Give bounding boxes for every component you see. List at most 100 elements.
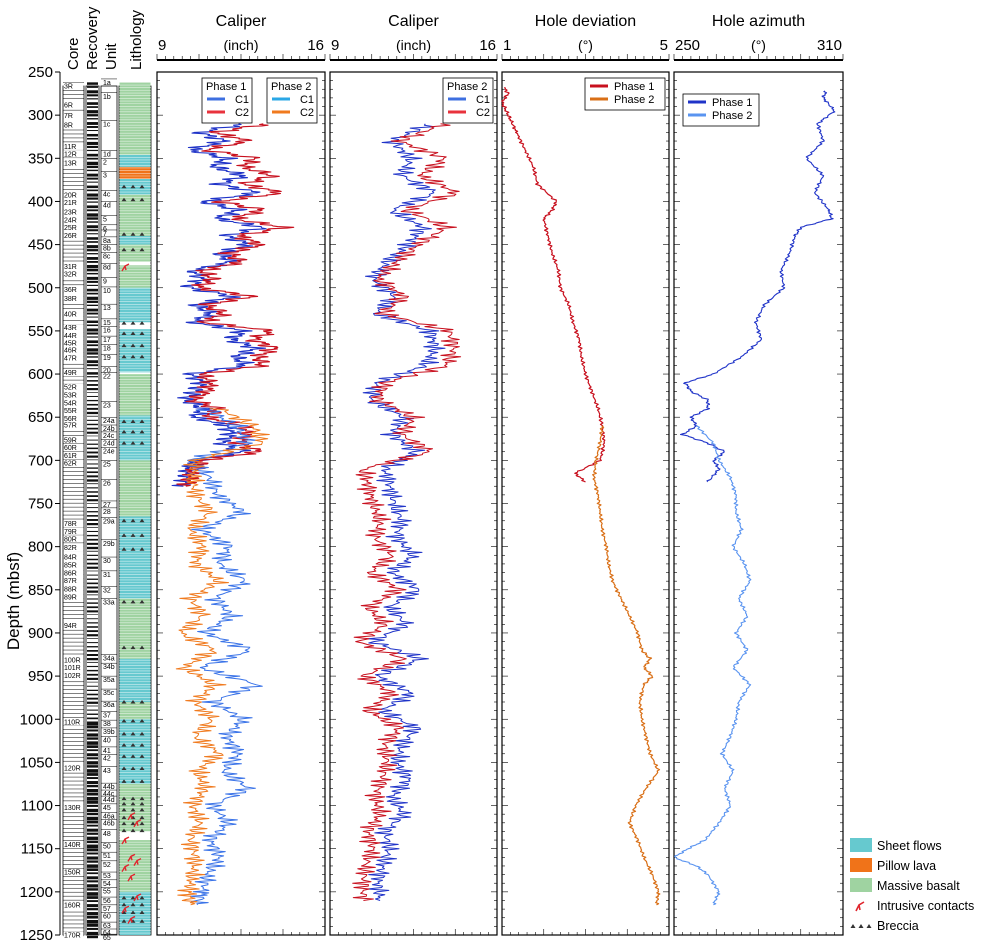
recovery-block: [87, 554, 98, 556]
recovery-block: [87, 661, 98, 663]
recovery-block: [87, 491, 98, 493]
breccia-mark: [139, 895, 145, 900]
unit-label: 44d: [103, 797, 115, 804]
recovery-block: [87, 721, 98, 726]
core-label: 46R: [64, 348, 77, 355]
recovery-block: [87, 368, 98, 370]
recovery-block: [87, 689, 98, 692]
intrusive-contact-mark: [127, 812, 136, 821]
recovery-block: [87, 590, 98, 593]
recovery-block: [87, 388, 98, 391]
legend-box: [584, 77, 666, 111]
core-label-bg: [63, 931, 84, 939]
unit-label: 16: [103, 328, 111, 335]
recovery-block: [87, 896, 98, 899]
core-label: 24R: [64, 217, 77, 224]
core-label-bg: [63, 593, 84, 601]
breccia-mark: [139, 821, 145, 826]
recovery-block: [87, 872, 98, 875]
core-label: 12R: [64, 152, 77, 159]
recovery-block: [87, 106, 98, 108]
panel-frame: [673, 71, 844, 936]
unit-column: [100, 85, 118, 936]
legend-label: C1: [300, 94, 314, 106]
core-label-bg: [63, 339, 84, 347]
recovery-block: [87, 197, 98, 200]
recovery-block: [87, 479, 98, 482]
recovery-block: [87, 630, 98, 633]
series-line: [171, 123, 267, 487]
recovery-block: [87, 737, 98, 740]
core-label-bg: [63, 459, 84, 467]
recovery-block: [87, 530, 98, 533]
recovery-block: [87, 562, 98, 565]
recovery-block: [87, 610, 98, 613]
breccia-mark: [139, 699, 145, 704]
breccia-mark: [139, 779, 145, 783]
core-label: 25R: [64, 225, 77, 232]
breccia-mark: [130, 902, 136, 907]
lithology-header: Lithology: [128, 9, 145, 70]
core-label-bg: [63, 383, 84, 391]
depth-tick-label: 300: [28, 107, 53, 124]
breccia-mark: [121, 796, 127, 801]
unit-label: 1a: [103, 80, 111, 87]
unit-label: 24a: [103, 418, 115, 425]
unit-label: 45: [103, 805, 111, 812]
recovery-block: [87, 471, 98, 474]
core-label: 88R: [64, 587, 77, 594]
recovery-block: [87, 876, 98, 880]
unit-label: 29a: [103, 518, 115, 525]
legend-swatch-breccia: [866, 924, 872, 928]
recovery-block: [87, 582, 98, 585]
lithology-interval-sheet: [119, 287, 151, 323]
breccia-mark: [121, 815, 127, 820]
legend-item-label: Breccia: [877, 919, 919, 933]
unit-label: 30: [103, 558, 111, 565]
breccia-mark: [121, 197, 127, 202]
breccia-mark: [130, 441, 136, 445]
breccia-mark: [139, 343, 145, 348]
recovery-block: [87, 507, 98, 509]
recovery-block: [87, 860, 98, 863]
depth-tick-label: 1050: [20, 754, 53, 771]
core-label-bg: [63, 671, 84, 679]
depth-tick-label: 950: [28, 668, 53, 685]
breccia-mark: [130, 184, 136, 189]
core-label-bg: [63, 901, 84, 909]
breccia-mark: [121, 441, 127, 445]
breccia-mark: [139, 807, 145, 812]
core-label-bg: [63, 354, 84, 362]
recovery-block: [87, 495, 98, 498]
recovery-block: [87, 733, 98, 737]
core-label-bg: [63, 804, 84, 812]
breccia-mark: [139, 331, 145, 335]
recovery-block: [87, 598, 98, 600]
depth-tick-label: 1200: [20, 884, 53, 901]
recovery-block: [87, 233, 98, 235]
breccia-mark: [130, 533, 136, 537]
recovery-block: [87, 376, 98, 378]
recovery-block: [87, 773, 98, 776]
recovery-block: [87, 570, 98, 572]
recovery-block: [87, 781, 98, 785]
breccia-mark: [121, 343, 127, 348]
recovery-block: [87, 189, 98, 192]
unit-label: 8d: [103, 265, 111, 272]
recovery-block: [87, 880, 98, 883]
core-label-bg: [63, 527, 84, 535]
core-label-bg: [63, 544, 84, 552]
breccia-mark: [139, 232, 145, 236]
breccia-mark: [139, 766, 145, 770]
unit-label: 1d: [103, 152, 111, 159]
breccia-mark: [139, 801, 145, 806]
recovery-block: [87, 320, 98, 324]
core-label-bg: [63, 224, 84, 232]
breccia-mark: [121, 902, 127, 907]
recovery-block: [87, 161, 98, 166]
series-line: [352, 123, 462, 901]
recovery-block: [87, 300, 98, 303]
unit-label: 15: [103, 320, 111, 327]
core-label-bg: [63, 561, 84, 569]
unit-label: 8b: [103, 246, 111, 253]
